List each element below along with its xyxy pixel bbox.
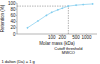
x-tick-label: 500 bbox=[72, 35, 80, 40]
y-tick-label: 20 bbox=[10, 25, 16, 30]
cutoff-horizontal bbox=[17, 6, 68, 7]
data-line bbox=[27, 4, 92, 28]
y-tick bbox=[16, 9, 17, 10]
data-marker bbox=[45, 14, 47, 16]
x-tick-label: 1000 bbox=[82, 35, 93, 40]
data-marker bbox=[67, 5, 69, 7]
x-tick-label: 100 bbox=[48, 35, 56, 40]
y-tick bbox=[16, 3, 17, 4]
y-tick bbox=[16, 21, 17, 22]
y-tick bbox=[16, 27, 17, 28]
data-marker bbox=[92, 3, 94, 5]
data-marker bbox=[57, 9, 59, 11]
cutoff-vertical bbox=[68, 6, 69, 34]
plot-area bbox=[17, 3, 94, 34]
page: {"chart_data": {"type": "line", "x": [20… bbox=[0, 0, 100, 64]
cutoff-label-line: MWCO bbox=[62, 50, 75, 55]
y-tick bbox=[16, 15, 17, 16]
y-tick-label: 100 bbox=[8, 1, 16, 6]
y-axis-label: Retention (%) bbox=[0, 4, 5, 32]
y-tick-label: 40 bbox=[10, 19, 16, 24]
y-axis bbox=[17, 3, 18, 34]
y-tick-label: 0 bbox=[13, 32, 16, 37]
data-marker bbox=[51, 11, 53, 13]
y-tick-label: 60 bbox=[10, 13, 16, 18]
data-marker bbox=[75, 4, 77, 6]
data-marker bbox=[26, 27, 28, 29]
cutoff-label: Cutoff thresholdMWCO bbox=[54, 46, 82, 55]
data-marker bbox=[82, 3, 84, 5]
chart: 0204060801001002005001000Retention (%)Mo… bbox=[0, 0, 100, 64]
data-marker bbox=[61, 7, 63, 9]
x-tick-label: 200 bbox=[58, 35, 66, 40]
footnote: 1 dalton (Da) = 1 g bbox=[2, 59, 35, 64]
y-tick bbox=[16, 34, 17, 35]
data-marker bbox=[37, 20, 39, 22]
y-tick-label: 80 bbox=[10, 7, 16, 12]
